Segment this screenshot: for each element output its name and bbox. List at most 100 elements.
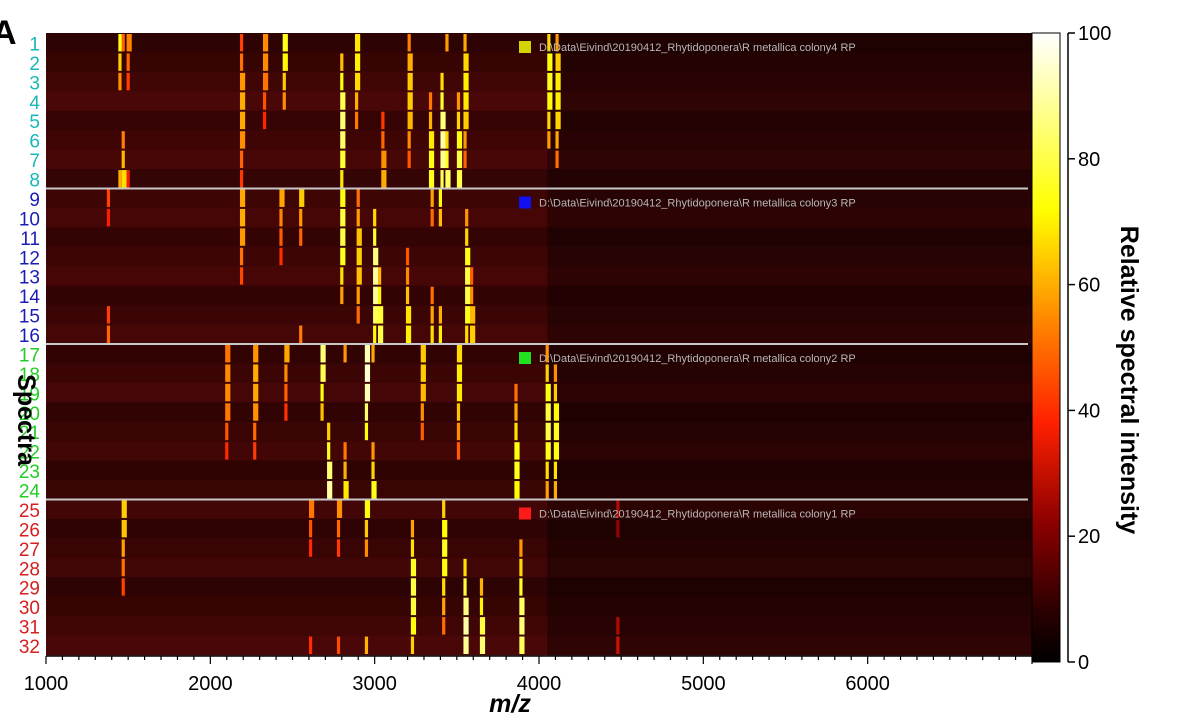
peak-mark (519, 578, 523, 596)
peak-mark (440, 72, 444, 91)
row-label: 9 (29, 190, 40, 211)
colorbar-ticks: 0 20 40 60 80 100 (1067, 23, 1111, 674)
spectrum-row-tail (547, 441, 1032, 461)
peak-mark (299, 325, 303, 343)
peak-mark (442, 578, 446, 596)
peak-mark (327, 461, 333, 480)
peak-mark (356, 208, 360, 227)
peak-mark (547, 34, 551, 52)
row-labels: 1234567891011121314151617181920212223242… (19, 34, 41, 658)
spectrum-row-tail (547, 382, 1032, 403)
peak-mark (456, 345, 463, 363)
peak-mark (284, 364, 288, 382)
peak-mark (514, 383, 518, 402)
spectrum-row-tail (547, 324, 1032, 345)
peak-mark (430, 208, 434, 227)
peak-mark (616, 617, 620, 635)
peak-mark (340, 189, 346, 207)
peak-mark (340, 170, 344, 188)
spectrum-row (46, 188, 1032, 209)
row-label: 32 (19, 637, 40, 658)
spectrum-row-tail (547, 421, 1032, 442)
peak-mark (465, 325, 469, 343)
peak-mark (479, 578, 484, 596)
group-caption: D:\Data\Eivind\20190412_Rhytidoponera\R … (539, 509, 856, 521)
peak-mark (381, 170, 387, 188)
spectrum-row-tail (547, 616, 1032, 636)
peak-mark (438, 325, 442, 343)
peak-mark (547, 92, 553, 110)
peak-mark (440, 150, 446, 169)
peak-mark (262, 111, 267, 130)
peak-mark (106, 306, 111, 324)
spectrum-row-tail (547, 285, 1032, 306)
peak-mark (340, 228, 346, 246)
peak-mark (420, 383, 426, 402)
peak-mark (463, 578, 467, 596)
peak-mark (118, 34, 124, 52)
y-axis-title: Spectra (12, 374, 40, 467)
peak-mark (299, 208, 303, 227)
row-label: 23 (19, 462, 40, 483)
peak-mark (121, 500, 127, 518)
peak-mark (121, 170, 127, 188)
peak-marks (106, 34, 620, 654)
row-label: 25 (19, 501, 40, 522)
peak-mark (373, 267, 379, 285)
peak-mark (405, 306, 412, 324)
peak-mark (514, 422, 518, 441)
group-caption: D:\Data\Eivind\20190412_Rhytidoponera\R … (539, 353, 856, 365)
peak-mark (340, 208, 346, 227)
peak-mark (463, 558, 467, 577)
peak-mark (126, 170, 130, 188)
peak-mark (340, 92, 346, 110)
peak-mark (282, 72, 286, 91)
peak-mark (553, 481, 558, 499)
peak-mark (545, 403, 551, 421)
peak-mark (106, 189, 111, 207)
spectrum-row-tail (547, 518, 1032, 539)
peak-mark (410, 558, 417, 577)
peak-mark (279, 228, 283, 246)
spectrum-row-tail (547, 402, 1032, 423)
spectrum-row-tail (547, 538, 1032, 559)
peak-mark (340, 111, 346, 130)
spectrum-row (46, 91, 1032, 112)
peak-mark (284, 383, 288, 402)
row-label: 24 (19, 482, 41, 503)
peak-mark (555, 131, 559, 149)
spectrum-row (46, 344, 1032, 364)
x-tick-label: 4000 (517, 673, 562, 695)
peak-mark (420, 422, 424, 441)
group-separators (46, 187, 1028, 501)
peak-mark (428, 170, 435, 188)
peak-mark (410, 519, 415, 538)
peak-mark (340, 53, 344, 71)
colorbar-tick-label: 20 (1078, 526, 1100, 548)
peak-mark (239, 189, 246, 207)
peak-mark (340, 247, 346, 266)
peak-mark (420, 403, 424, 421)
peak-mark (121, 131, 125, 149)
peak-mark (336, 519, 341, 538)
spectrum-row (46, 246, 1032, 267)
spectrum-row-tail (547, 635, 1032, 656)
peak-mark (430, 189, 434, 207)
group-color-marker (519, 507, 531, 520)
peak-mark (239, 208, 246, 227)
x-tick-label: 2000 (188, 673, 233, 695)
colorbar-tick-label: 100 (1078, 23, 1111, 45)
peak-mark (364, 422, 369, 441)
peak-mark (356, 267, 362, 285)
x-tick-label: 5000 (681, 673, 726, 695)
peak-mark (320, 364, 326, 382)
peak-mark (407, 111, 413, 130)
peak-mark (553, 461, 558, 480)
peak-mark (616, 519, 620, 538)
peak-mark (336, 636, 341, 654)
peak-mark (239, 92, 246, 110)
group-color-marker (519, 196, 531, 209)
peak-mark (225, 403, 231, 421)
peak-mark (514, 481, 520, 499)
peak-mark (253, 442, 257, 460)
